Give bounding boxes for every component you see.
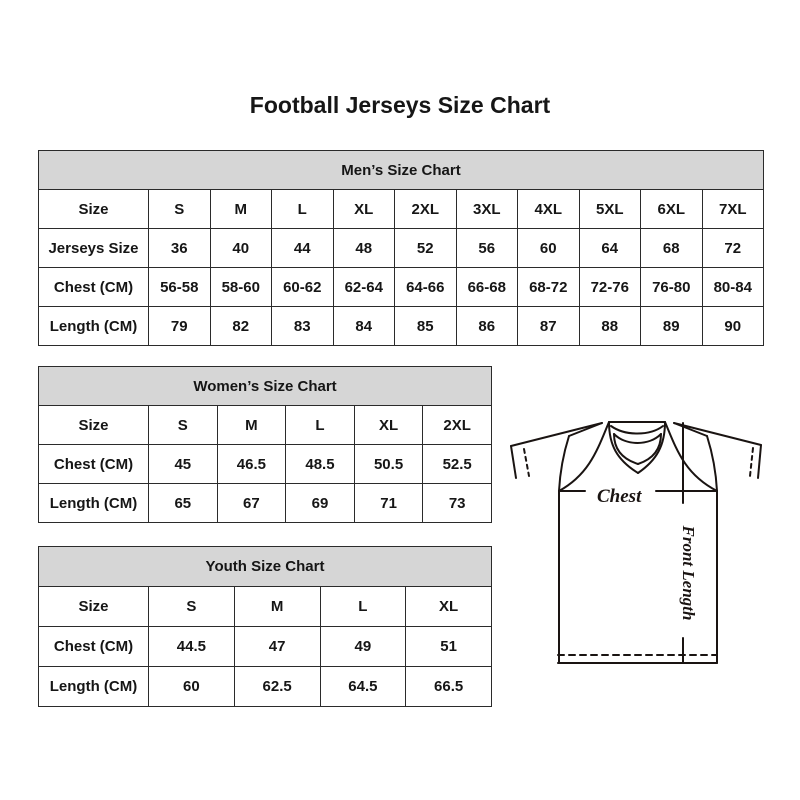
svg-text:Front Length: Front Length xyxy=(679,525,698,621)
svg-text:Chest: Chest xyxy=(597,486,642,507)
